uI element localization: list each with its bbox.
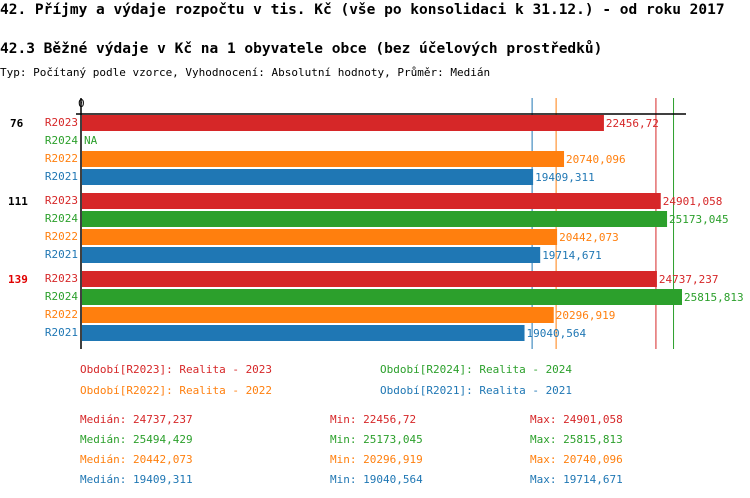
row-series-label: R2022	[45, 308, 78, 321]
row-series-label: R2023	[45, 272, 78, 285]
median-stat: Medián: 25494,429	[80, 433, 193, 446]
bar-value-label: 20442,073	[559, 231, 619, 244]
min-stat: Min: 22456,72	[330, 413, 416, 426]
row-series-label: R2022	[45, 152, 78, 165]
bar-R2022	[82, 151, 565, 167]
max-stat: Max: 20740,096	[530, 453, 623, 466]
bar-value-label: 22456,72	[606, 117, 659, 130]
row-series-label: R2021	[45, 170, 78, 183]
bar-value-label: 19714,671	[542, 249, 602, 262]
bar-R2023	[82, 271, 657, 287]
bar-R2021	[82, 247, 541, 263]
bar-value-label: NA	[84, 134, 98, 147]
row-series-label: R2023	[45, 116, 78, 129]
bar-R2023	[82, 193, 661, 209]
bar-value-label: 19409,311	[535, 171, 595, 184]
min-stat: Min: 19040,564	[330, 473, 423, 486]
legend-item-R2021: Období[R2021]: Realita - 2021	[380, 384, 572, 397]
bar-value-label: 20296,919	[556, 309, 616, 322]
group-label: 139	[8, 273, 28, 286]
row-series-label: R2021	[45, 248, 78, 261]
min-stat: Min: 20296,919	[330, 453, 423, 466]
bar-value-label: 24901,058	[663, 195, 723, 208]
chart-meta: Typ: Počítaný podle vzorce, Vyhodnocení:…	[0, 66, 491, 79]
row-series-label: R2022	[45, 230, 78, 243]
bar-R2022	[82, 307, 554, 323]
bar-value-label: 24737,237	[659, 273, 719, 286]
bar-value-label: 19040,564	[527, 327, 587, 340]
max-stat: Max: 24901,058	[530, 413, 623, 426]
max-stat: Max: 25815,813	[530, 433, 623, 446]
median-stat: Medián: 20442,073	[80, 453, 193, 466]
row-series-label: R2021	[45, 326, 78, 339]
row-series-label: R2024	[45, 134, 78, 147]
median-stat: Medián: 24737,237	[80, 413, 193, 426]
row-series-label: R2024	[45, 290, 78, 303]
legend-item-R2022: Období[R2022]: Realita - 2022	[80, 384, 272, 397]
max-stat: Max: 19714,671	[530, 473, 623, 486]
bar-R2023	[82, 115, 604, 131]
legend-item-R2024: Období[R2024]: Realita - 2024	[380, 363, 572, 376]
bar-R2024	[82, 289, 682, 305]
row-series-label: R2023	[45, 194, 78, 207]
row-series-label: R2024	[45, 212, 78, 225]
chart-subtitle: 42.3 Běžné výdaje v Kč na 1 obyvatele ob…	[0, 41, 603, 57]
bar-value-label: 20740,096	[566, 153, 626, 166]
min-stat: Min: 25173,045	[330, 433, 423, 446]
bar-R2022	[82, 229, 558, 245]
x-tick-label: 0	[78, 97, 85, 110]
bar-value-label: 25173,045	[669, 213, 729, 226]
bar-R2021	[82, 169, 534, 185]
legend-item-R2023: Období[R2023]: Realita - 2023	[80, 363, 272, 376]
group-label: 76	[10, 117, 24, 130]
bar-R2021	[82, 325, 525, 341]
group-label: 111	[8, 195, 28, 208]
median-stat: Medián: 19409,311	[80, 473, 193, 486]
bar-value-label: 25815,813	[684, 291, 744, 304]
chart-title: 42. Příjmy a výdaje rozpočtu v tis. Kč (…	[0, 2, 725, 18]
bar-R2024	[82, 211, 668, 227]
